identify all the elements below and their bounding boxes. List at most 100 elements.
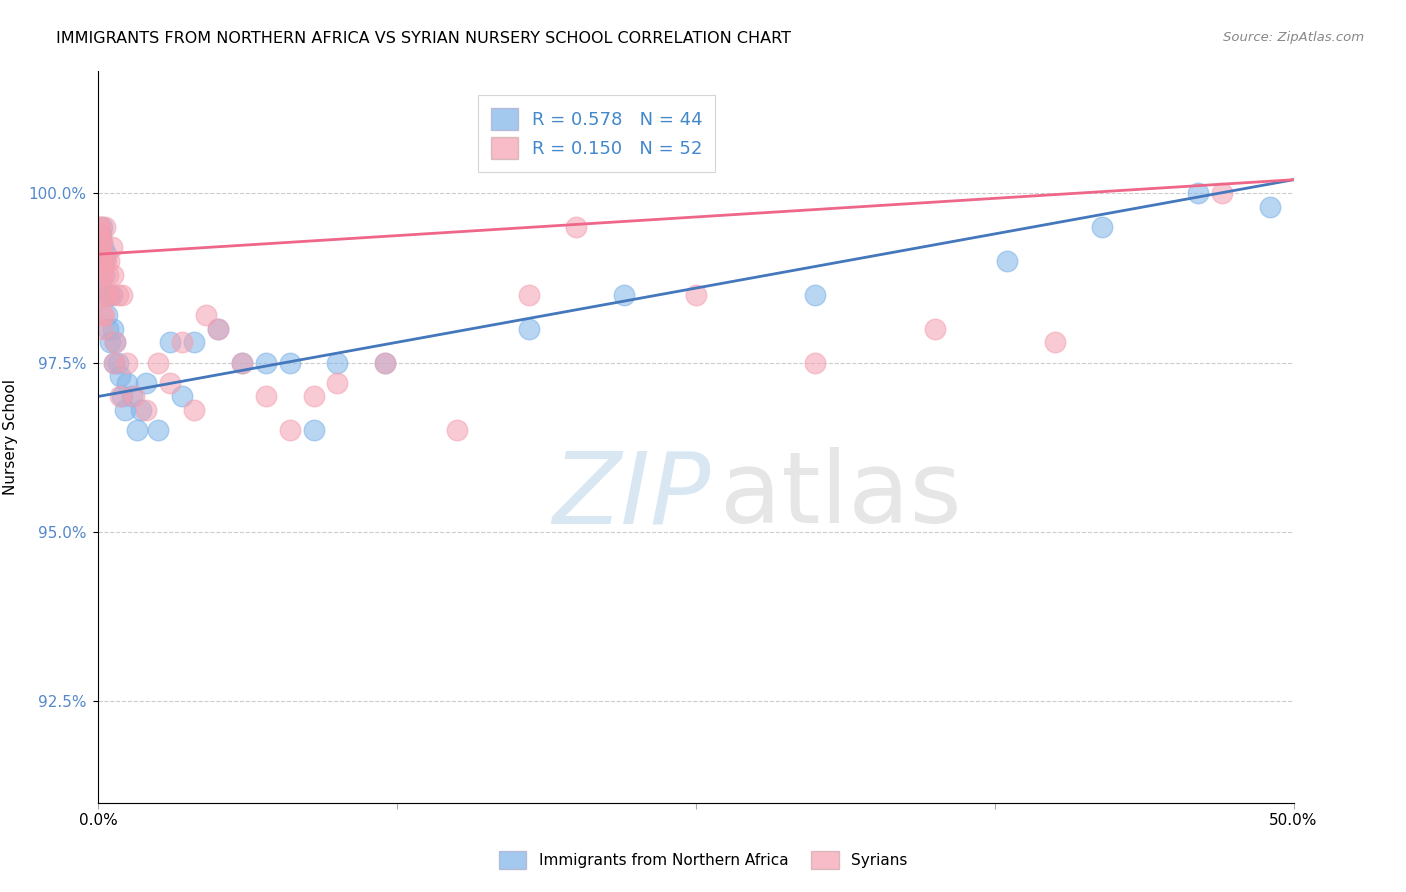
Point (135, 376, 157, 390)
Point (89, 220, 111, 235)
Point (103, 355, 125, 369)
Point (804, 288, 827, 302)
Point (98, 288, 121, 302)
Point (91, 288, 114, 302)
Point (93, 254, 115, 268)
Point (159, 376, 181, 390)
Point (90, 234, 112, 248)
Point (148, 423, 170, 437)
Text: ZIP: ZIP (553, 447, 711, 544)
Point (91, 254, 114, 268)
Point (446, 423, 468, 437)
Point (278, 355, 301, 369)
Text: atlas: atlas (720, 447, 962, 544)
Point (135, 403, 157, 417)
Point (115, 376, 138, 390)
Point (90, 240, 112, 254)
Point (96, 288, 118, 302)
Point (89, 220, 111, 235)
Point (91, 240, 114, 254)
Point (172, 389, 194, 403)
Point (108, 369, 131, 384)
Point (108, 389, 131, 403)
Point (326, 376, 349, 390)
Point (131, 403, 153, 417)
Point (111, 288, 134, 302)
Point (1211, 186, 1233, 201)
Point (98, 254, 121, 268)
Point (517, 288, 540, 302)
Point (183, 403, 205, 417)
Point (93, 268, 115, 282)
Point (278, 423, 301, 437)
Point (89, 227, 111, 241)
Text: Source: ZipAtlas.com: Source: ZipAtlas.com (1223, 31, 1364, 45)
Point (804, 355, 827, 369)
Point (115, 355, 138, 369)
Point (90, 247, 112, 261)
Point (93, 254, 115, 268)
Point (121, 389, 143, 403)
Point (148, 355, 170, 369)
Y-axis label: Nursery School: Nursery School (3, 379, 17, 495)
Point (98, 288, 122, 302)
Point (101, 268, 124, 282)
Point (94, 220, 117, 235)
Point (565, 220, 588, 235)
Point (90, 254, 112, 268)
Point (100, 288, 122, 302)
Point (90, 254, 112, 268)
Text: IMMIGRANTS FROM NORTHERN AFRICA VS SYRIAN NURSERY SCHOOL CORRELATION CHART: IMMIGRANTS FROM NORTHERN AFRICA VS SYRIA… (56, 31, 792, 46)
Point (326, 355, 349, 369)
Point (374, 355, 396, 369)
Point (374, 355, 396, 369)
Point (90, 234, 112, 248)
Point (172, 335, 194, 350)
Point (124, 389, 146, 403)
Point (101, 322, 124, 336)
Point (302, 389, 325, 403)
Point (104, 335, 127, 350)
Point (107, 288, 129, 302)
Point (91, 268, 114, 282)
Point (98, 335, 122, 350)
Point (1043, 335, 1066, 350)
Point (91, 322, 114, 336)
Point (114, 403, 136, 417)
Point (125, 423, 148, 437)
Point (1091, 220, 1114, 235)
Point (93, 308, 115, 322)
Point (195, 308, 218, 322)
Point (103, 355, 125, 369)
Point (183, 335, 205, 350)
Point (94, 288, 117, 302)
Point (97, 268, 120, 282)
Point (107, 355, 129, 369)
Point (91, 308, 114, 322)
Point (613, 288, 636, 302)
Point (231, 355, 253, 369)
Point (94, 247, 117, 261)
Point (97, 322, 120, 336)
Point (254, 389, 277, 403)
Point (1258, 200, 1281, 214)
Point (924, 322, 946, 336)
Point (254, 355, 277, 369)
Point (94, 254, 117, 268)
Legend: Immigrants from Northern Africa, Syrians: Immigrants from Northern Africa, Syrians (492, 845, 914, 875)
Point (1187, 186, 1209, 201)
Point (517, 322, 540, 336)
Point (96, 308, 118, 322)
Legend: R = 0.578   N = 44, R = 0.150   N = 52: R = 0.578 N = 44, R = 0.150 N = 52 (478, 95, 716, 171)
Point (995, 254, 1018, 268)
Point (302, 423, 325, 437)
Point (89, 234, 111, 248)
Point (207, 322, 229, 336)
Point (231, 355, 253, 369)
Point (104, 335, 127, 350)
Point (159, 335, 181, 350)
Point (90, 268, 112, 282)
Point (685, 288, 707, 302)
Point (111, 389, 134, 403)
Point (207, 322, 229, 336)
